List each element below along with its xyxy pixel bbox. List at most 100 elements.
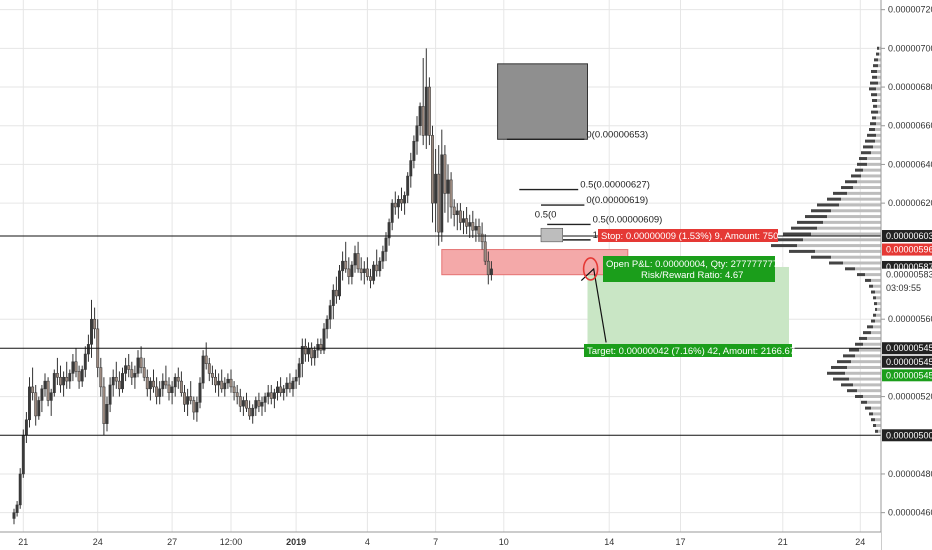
fib-label-partial: 0.5(0 <box>535 210 557 221</box>
volume-profile-bar <box>878 429 881 433</box>
fib-label: 0(0.00000653) <box>586 129 648 140</box>
volume-profile-bar <box>876 87 881 91</box>
candle-body <box>362 268 366 274</box>
candle-body <box>59 376 62 386</box>
entry-circle-marker <box>582 257 599 281</box>
candle-body <box>139 357 143 368</box>
volume-profile-bar <box>841 197 881 201</box>
volume-profile-bar <box>811 232 881 236</box>
time-axis: 21 24 27 12:00 2019 4 7 10 14 17 21 24 <box>0 531 881 550</box>
candle-body <box>350 264 354 277</box>
volume-profile-bar <box>874 302 877 306</box>
candle-body <box>229 378 233 388</box>
volume-profile-bar <box>857 389 881 393</box>
candle-body <box>403 195 407 204</box>
fib-label: 0(0.00000619) <box>586 195 648 206</box>
candle-body <box>418 106 422 126</box>
price-tag-bg <box>882 230 932 243</box>
candle-body <box>365 268 369 277</box>
volume-profile-bar <box>875 290 881 294</box>
volume-profile-bar <box>869 87 876 91</box>
volume-profile-bar <box>863 145 873 149</box>
volume-profile-bar <box>839 203 881 207</box>
candle-body <box>65 376 69 382</box>
volume-profile-bar <box>875 418 881 422</box>
candle-body <box>99 367 103 388</box>
candle-body <box>356 253 360 270</box>
fib-label: 0.5(0.00000627) <box>580 180 650 191</box>
price-tag-bg <box>882 369 932 382</box>
volume-profile-bar <box>843 354 855 358</box>
volume-profile-bar <box>869 128 875 132</box>
volume-profile-bar <box>855 342 863 346</box>
volume-profile-bar <box>873 284 881 288</box>
volume-profile-bar <box>861 151 871 155</box>
volume-profile-bar <box>776 238 803 242</box>
volume-profile-bar <box>861 174 881 178</box>
volume-profile-bar <box>845 371 881 375</box>
volume-profile-bar <box>791 226 817 230</box>
volume-profile-bar <box>849 377 881 381</box>
candle-body <box>173 376 177 388</box>
candle-body <box>15 504 19 513</box>
volume-profile-bar <box>811 255 831 259</box>
time-tick-label: 21 <box>778 537 788 547</box>
price-tick-label: 0.00000560 <box>888 314 932 324</box>
candle-body <box>307 347 310 355</box>
volume-profile-bar <box>865 406 871 410</box>
volume-profile-bar <box>871 418 875 422</box>
candle-body <box>331 289 335 306</box>
candle-body <box>83 353 87 370</box>
volume-profile-bar <box>865 278 871 282</box>
candle-body <box>245 400 248 409</box>
candle-body <box>344 260 348 270</box>
volume-profile-bar <box>841 383 853 387</box>
candle-body <box>288 382 292 390</box>
volume-profile-bar <box>847 191 881 195</box>
volume-profile-bar <box>873 296 876 300</box>
candle-body <box>279 386 283 393</box>
candle-body <box>86 344 90 355</box>
candle-body <box>449 179 453 208</box>
candle-body <box>468 222 472 227</box>
candle-body <box>18 473 22 506</box>
candle-body <box>167 384 171 393</box>
volume-profile-bar <box>878 110 881 114</box>
price-tick-label: 0.00000620 <box>888 198 932 208</box>
candle-body <box>458 210 462 223</box>
candle-body <box>455 210 459 215</box>
volume-profile-bar <box>876 116 881 120</box>
candle-body <box>263 396 267 403</box>
candle-body <box>251 407 255 417</box>
volume-profile-bar <box>877 98 881 102</box>
candle-body <box>322 328 326 351</box>
candle-body <box>148 380 152 390</box>
price-tick-label: 0.00000640 <box>888 159 932 169</box>
candle-body <box>319 344 323 351</box>
candle-body <box>276 386 279 393</box>
volume-profile-bar <box>872 98 877 102</box>
volume-profile-bar <box>878 58 881 62</box>
volume-profile-bar <box>817 203 839 207</box>
candle-body <box>378 260 382 272</box>
candle-body <box>170 386 174 393</box>
candle-body <box>387 222 391 239</box>
candle-body <box>204 355 208 364</box>
volume-profile-bar <box>859 336 867 340</box>
volume-profile-bar <box>871 110 878 114</box>
candle-body <box>145 376 149 390</box>
candle-body <box>406 175 410 196</box>
volume-profile-bar <box>811 209 831 213</box>
volume-profile-bar <box>771 244 797 248</box>
candle-body <box>384 237 388 252</box>
candle-body <box>183 392 186 405</box>
candle-body <box>396 199 400 208</box>
volume-profile-bar <box>797 244 881 248</box>
price-tag-bg <box>882 268 932 281</box>
volume-profile-bar <box>875 319 881 323</box>
volume-profile-bar <box>867 133 876 137</box>
volume-profile-bar <box>857 180 881 184</box>
volume-profile-bar <box>867 400 881 404</box>
candle-body <box>31 386 35 393</box>
